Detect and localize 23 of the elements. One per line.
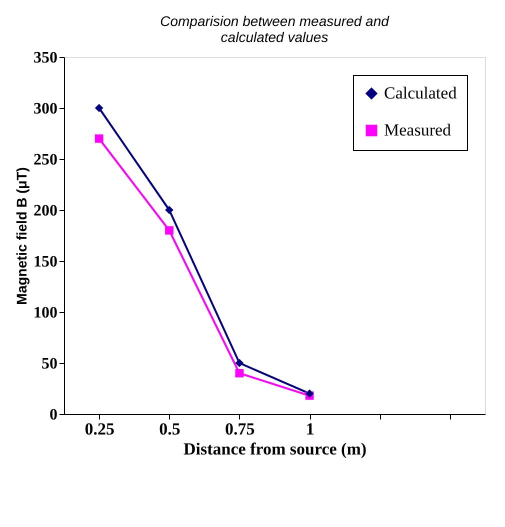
y-tick-label: 150 xyxy=(34,254,58,270)
y-tick-label: 250 xyxy=(34,152,58,168)
x-tick-label: 0.5 xyxy=(159,420,180,438)
legend-label: Calculated xyxy=(384,84,458,102)
y-tick-label: 350 xyxy=(34,50,58,66)
x-axis-title: Distance from source (m) xyxy=(183,440,367,458)
y-axis-title: Magnetic field B (μT) xyxy=(14,167,30,305)
point xyxy=(165,226,174,235)
y-tick-label: 0 xyxy=(50,406,58,424)
legend-label: Measured xyxy=(384,120,452,140)
x-tick-label: 1 xyxy=(306,420,314,438)
x-tick-label: 0.75 xyxy=(225,420,255,438)
point xyxy=(235,369,244,378)
point xyxy=(165,206,174,214)
y-tick-label: 50 xyxy=(42,356,58,372)
point xyxy=(94,134,104,143)
chart-title: Comparision between measured and calculated values xyxy=(160,13,390,45)
point xyxy=(235,358,244,368)
y-tick-label: 200 xyxy=(34,202,58,220)
y-tick-label: 100 xyxy=(34,304,58,322)
x-tick-label: 0.25 xyxy=(84,420,114,438)
point xyxy=(94,104,104,112)
y-tick-label: 300 xyxy=(34,100,58,118)
